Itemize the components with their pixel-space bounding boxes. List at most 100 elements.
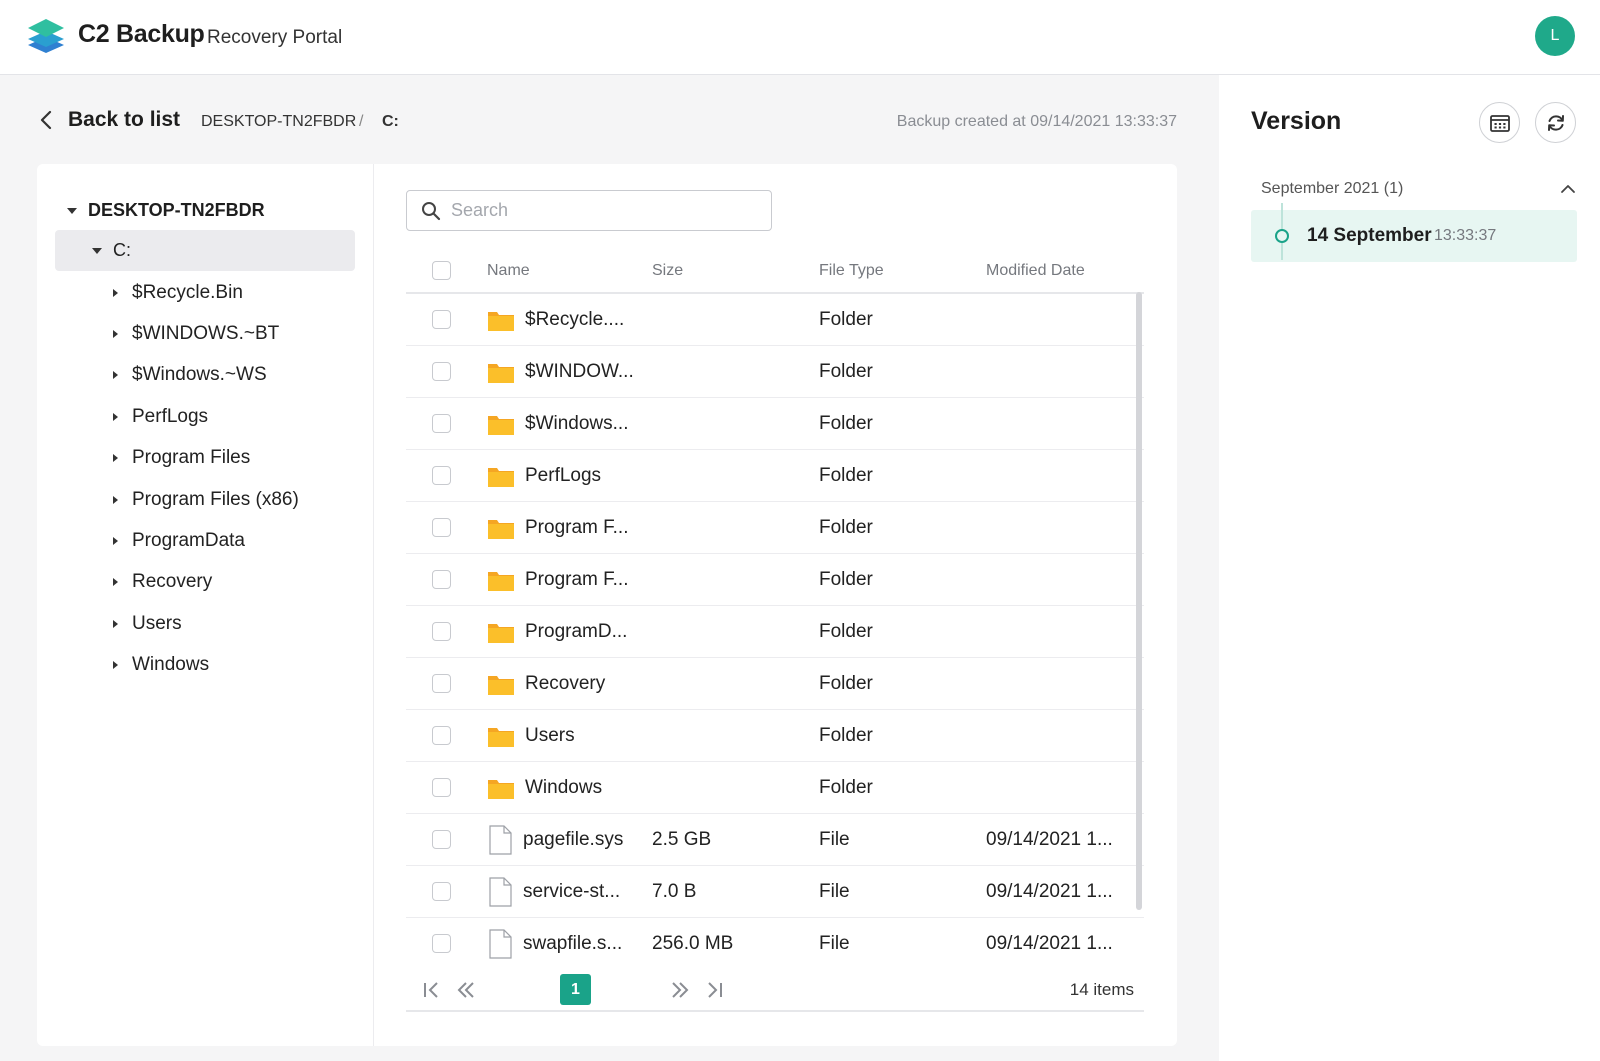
tree-node[interactable]: $Recycle.Bin [113, 272, 299, 313]
name-cell: $Windows... [487, 412, 652, 436]
table-row[interactable]: $Recycle.... Folder [406, 294, 1144, 346]
tree-node[interactable]: Recovery [113, 562, 299, 603]
search-box[interactable] [406, 190, 772, 231]
back-to-list-button[interactable]: Back to list [38, 108, 180, 132]
caret-right-icon[interactable] [113, 412, 118, 421]
caret-right-icon[interactable] [113, 495, 118, 504]
file-name[interactable]: ProgramD... [525, 620, 628, 642]
table-row[interactable]: swapfile.s... 256.0 MB File 09/14/2021 1... [406, 918, 1144, 967]
version-entry-selected[interactable]: 14 September 13:33:37 [1251, 203, 1577, 262]
tree-node[interactable]: Users [113, 603, 299, 644]
c2-logo-icon[interactable] [26, 17, 66, 57]
table-row[interactable]: Windows Folder [406, 762, 1144, 814]
file-name[interactable]: $Recycle.... [525, 308, 625, 330]
table-body: $Recycle.... Folder $WINDOW... Folder $Windo… [406, 294, 1144, 967]
file-name[interactable]: PerfLogs [525, 464, 602, 486]
file-type-cell: Folder [819, 724, 873, 746]
table-row[interactable]: PerfLogs Folder [406, 450, 1144, 502]
chevron-up-icon[interactable] [1559, 183, 1577, 195]
row-checkbox[interactable] [432, 778, 451, 797]
caret-right-icon[interactable] [113, 330, 118, 339]
table-row[interactable]: Program F... Folder [406, 554, 1144, 606]
column-header-file-type[interactable]: File Type [819, 261, 884, 279]
name-cell: Recovery [487, 672, 652, 696]
table-row[interactable]: Users Folder [406, 710, 1144, 762]
column-header-modified-date[interactable]: Modified Date [986, 261, 1085, 279]
table-row[interactable]: $Windows... Folder [406, 398, 1144, 450]
calendar-button[interactable] [1479, 102, 1520, 143]
file-type-cell: Folder [819, 516, 873, 538]
size-cell: 256.0 MB [652, 932, 734, 954]
caret-down-icon[interactable] [92, 247, 102, 254]
file-name[interactable]: Windows [525, 776, 603, 798]
file-name[interactable]: pagefile.sys [523, 828, 624, 850]
file-name[interactable]: Users [525, 724, 575, 746]
row-checkbox[interactable] [432, 622, 451, 641]
row-checkbox[interactable] [432, 466, 451, 485]
tree-node-drive-selected[interactable]: C: [55, 230, 355, 271]
table-row[interactable]: Program F... Folder [406, 502, 1144, 554]
size-cell: 2.5 GB [652, 828, 712, 850]
user-avatar[interactable]: L [1535, 16, 1575, 56]
caret-right-icon[interactable] [113, 537, 118, 546]
table-row[interactable]: $WINDOW... Folder [406, 346, 1144, 398]
previous-pages-icon[interactable] [454, 978, 478, 1002]
tree-node[interactable]: Windows [113, 645, 299, 686]
next-pages-icon[interactable] [668, 978, 692, 1002]
select-all-checkbox[interactable] [432, 261, 451, 280]
caret-right-icon[interactable] [113, 288, 118, 297]
row-checkbox[interactable] [432, 414, 451, 433]
modified-date-cell: 09/14/2021 1... [986, 880, 1113, 902]
tree-node[interactable]: $WINDOWS.~BT [113, 313, 299, 354]
row-checkbox[interactable] [432, 934, 451, 953]
caret-right-icon[interactable] [113, 578, 118, 587]
row-checkbox[interactable] [432, 570, 451, 589]
file-name[interactable]: service-st... [523, 880, 621, 902]
table-row[interactable]: ProgramD... Folder [406, 606, 1144, 658]
caret-right-icon[interactable] [113, 454, 118, 463]
column-header-size[interactable]: Size [652, 261, 684, 279]
file-name[interactable]: $WINDOW... [525, 360, 634, 382]
file-name[interactable]: $Windows... [525, 412, 629, 434]
breadcrumb-host[interactable]: DESKTOP-TN2FBDR [201, 113, 357, 130]
caret-right-icon[interactable] [113, 619, 118, 628]
tree-node[interactable]: PerfLogs [113, 396, 299, 437]
folder-icon [488, 311, 514, 331]
name-cell: service-st... [487, 876, 652, 907]
table-row[interactable]: Recovery Folder [406, 658, 1144, 710]
row-checkbox[interactable] [432, 882, 451, 901]
row-checkbox[interactable] [432, 310, 451, 329]
row-checkbox[interactable] [432, 362, 451, 381]
row-checkbox[interactable] [432, 518, 451, 537]
row-checkbox[interactable] [432, 674, 451, 693]
tree-node[interactable]: $Windows.~WS [113, 355, 299, 396]
tree-root-node[interactable]: DESKTOP-TN2FBDR [67, 200, 265, 221]
caret-down-icon[interactable] [67, 207, 77, 214]
caret-right-icon[interactable] [113, 371, 118, 380]
search-input[interactable] [451, 200, 751, 221]
table-row[interactable]: service-st... 7.0 B File 09/14/2021 1... [406, 866, 1144, 918]
row-checkbox[interactable] [432, 830, 451, 849]
file-name[interactable]: Program F... [525, 516, 629, 538]
month-group-header[interactable]: September 2021 (1) [1251, 171, 1577, 207]
table-row[interactable]: pagefile.sys 2.5 GB File 09/14/2021 1... [406, 814, 1144, 866]
current-page-button[interactable]: 1 [560, 974, 591, 1005]
month-label: September 2021 (1) [1261, 180, 1404, 197]
column-header-name[interactable]: Name [487, 261, 530, 279]
tree-node[interactable]: ProgramData [113, 520, 299, 561]
last-page-icon[interactable] [702, 978, 726, 1002]
file-name[interactable]: swapfile.s... [523, 932, 623, 954]
calendar-icon [1489, 114, 1510, 132]
brand-subtitle: Recovery Portal [207, 27, 343, 48]
row-checkbox[interactable] [432, 726, 451, 745]
tree-node[interactable]: Program Files (x86) [113, 479, 299, 520]
table-scrollbar[interactable] [1136, 292, 1142, 910]
tree-node-label: Windows [132, 654, 210, 676]
file-name[interactable]: Program F... [525, 568, 629, 590]
caret-right-icon[interactable] [113, 661, 118, 670]
modified-date-cell: 09/14/2021 1... [986, 932, 1113, 954]
first-page-icon[interactable] [420, 978, 444, 1002]
refresh-button[interactable] [1535, 102, 1576, 143]
tree-node[interactable]: Program Files [113, 438, 299, 479]
file-name[interactable]: Recovery [525, 672, 606, 694]
